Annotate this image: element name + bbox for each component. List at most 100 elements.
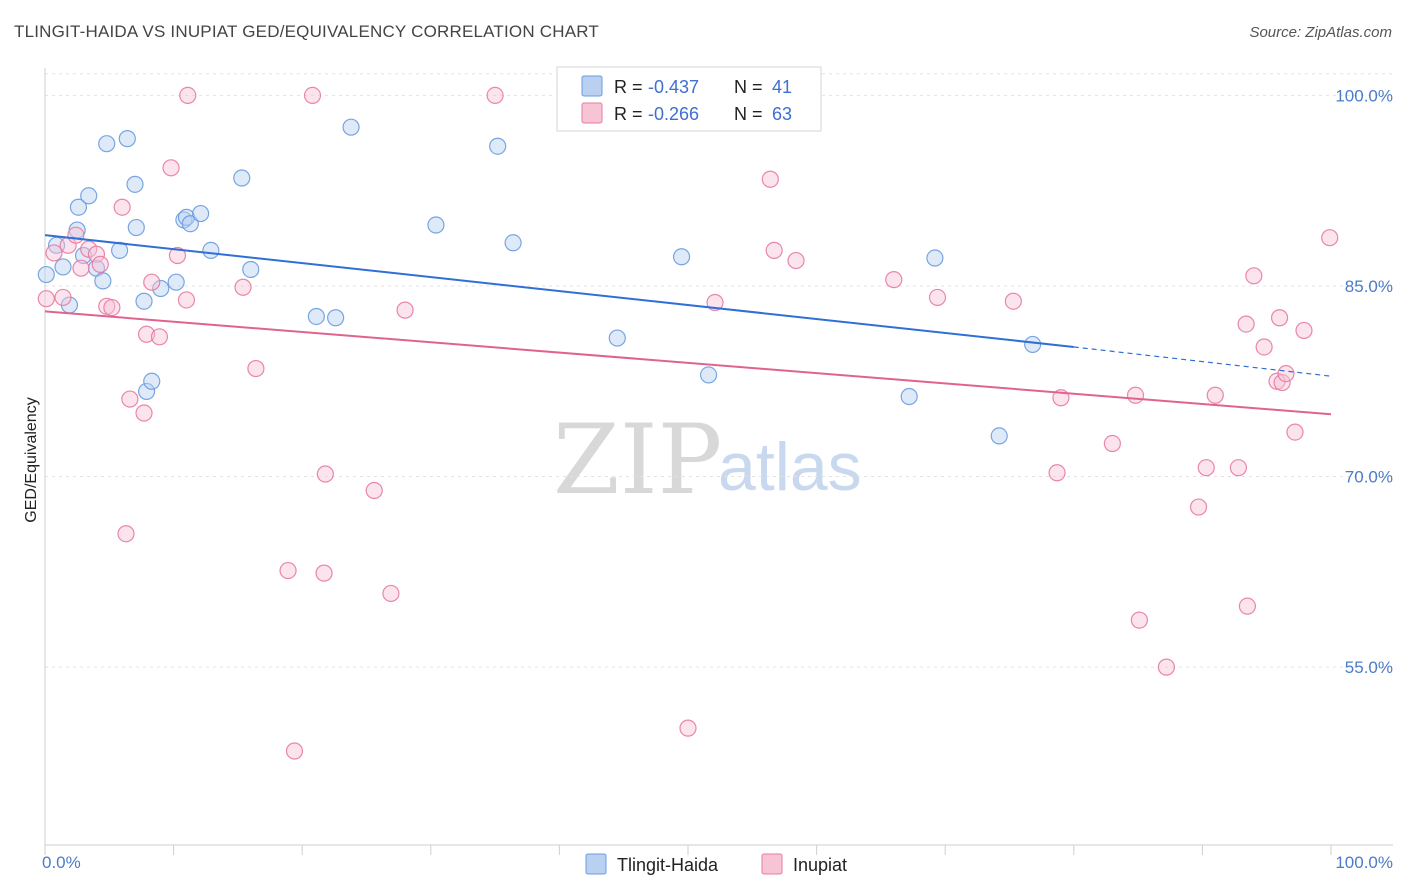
- inupiat-point: [113, 198, 131, 216]
- inupiat-point: [1130, 611, 1148, 629]
- tlingit-haida-point: [327, 309, 345, 327]
- inupiat-point: [1238, 597, 1257, 615]
- inupiat-point: [117, 525, 135, 543]
- inupiat-point: [103, 298, 121, 317]
- tlingit-haida-point: [489, 137, 507, 155]
- data-points: [37, 86, 1339, 760]
- tlingit-haida-trend-line: [44, 234, 1074, 348]
- inupiat-point: [787, 251, 805, 270]
- inupiat-point: [1295, 321, 1313, 340]
- inupiat-point: [679, 719, 697, 737]
- legend-n-label-2: N =: [734, 104, 763, 124]
- series-legend-swatch-inupiat: [761, 853, 783, 875]
- inupiat-point: [162, 159, 180, 177]
- y-tick-label: 100.0%: [1335, 86, 1393, 105]
- tlingit-haida-point: [1024, 335, 1042, 354]
- tlingit-haida-trend-line-extension: [1073, 346, 1332, 377]
- inupiat-point: [761, 170, 779, 188]
- inupiat-point: [706, 293, 724, 312]
- tlingit-haida-point: [699, 366, 718, 384]
- y-tick-label: 55.0%: [1345, 658, 1393, 677]
- series-legend-label-inupiat: Inupiat: [793, 855, 847, 875]
- inupiat-point: [1270, 309, 1289, 327]
- tlingit-haida-point: [94, 272, 112, 290]
- legend-r-label-2: R =: [614, 104, 643, 124]
- tlingit-haida-point: [98, 135, 116, 153]
- inupiat-point: [177, 291, 196, 309]
- inupiat-point: [234, 278, 252, 296]
- inupiat-point: [1189, 498, 1208, 516]
- watermark-zip: ZIP: [553, 404, 722, 516]
- legend-swatch-tlingit-haida: [581, 75, 603, 97]
- series-legend-swatch-tlingit-haida: [585, 853, 607, 875]
- inupiat-point: [1255, 338, 1273, 356]
- tlingit-haida-point: [69, 198, 88, 216]
- y-tick-label: 85.0%: [1345, 277, 1393, 296]
- inupiat-point: [179, 86, 197, 105]
- inupiat-point: [382, 584, 400, 603]
- tlingit-haida-point: [233, 169, 251, 187]
- tlingit-haida-point: [608, 329, 626, 347]
- inupiat-point: [143, 273, 161, 291]
- tlingit-haida-point: [990, 427, 1008, 445]
- series-legend-label-tlingit-haida: Tlingit-Haida: [617, 855, 719, 875]
- series-legend: Tlingit-Haida Inupiat: [585, 853, 847, 875]
- inupiat-point: [150, 328, 169, 346]
- y-tick-label: 70.0%: [1345, 468, 1393, 487]
- inupiat-point: [1245, 267, 1263, 285]
- legend-r-value-1: -0.437: [648, 77, 699, 97]
- inupiat-point: [1237, 315, 1255, 333]
- tlingit-haida-point: [143, 372, 161, 390]
- inupiat-point: [247, 359, 265, 378]
- watermark-atlas: atlas: [718, 429, 862, 505]
- tlingit-haida-point: [202, 241, 220, 260]
- inupiat-point: [137, 325, 156, 343]
- inupiat-trend-line: [44, 310, 1332, 416]
- inupiat-point: [1157, 658, 1175, 676]
- inupiat-point: [885, 271, 903, 289]
- tlingit-haida-point: [152, 279, 170, 298]
- tlingit-haida-point: [672, 248, 691, 266]
- inupiat-point: [279, 561, 297, 580]
- correlation-legend: R = -0.437 N = 41 R = -0.266 N = 63: [556, 66, 822, 132]
- inupiat-point: [365, 481, 383, 500]
- inupiat-point: [1004, 292, 1022, 310]
- legend-n-label-1: N =: [734, 77, 763, 97]
- tlingit-haida-point: [504, 234, 522, 252]
- inupiat-point: [1126, 386, 1145, 404]
- gridlines: [45, 73, 1393, 668]
- tlingit-haida-point: [118, 130, 136, 148]
- chart-title: TLINGIT-HAIDA VS INUPIAT GED/EQUIVALENCY…: [14, 22, 599, 41]
- inupiat-point: [121, 390, 139, 408]
- legend-swatch-inupiat: [581, 102, 603, 124]
- tlingit-haida-point: [900, 387, 918, 406]
- inupiat-point: [135, 404, 153, 422]
- legend-n-value-1: 41: [772, 77, 792, 97]
- inupiat-point: [67, 226, 85, 244]
- trend-lines: [44, 234, 1332, 416]
- legend-r-value-2: -0.266: [648, 104, 699, 124]
- legend-n-value-2: 63: [772, 104, 792, 124]
- inupiat-point: [765, 241, 783, 260]
- inupiat-point: [1103, 434, 1121, 453]
- tlingit-haida-point: [80, 187, 98, 205]
- y-axis-label: GED/Equivalency: [23, 397, 40, 522]
- tlingit-haida-point: [126, 175, 144, 193]
- inupiat-point: [316, 465, 334, 483]
- inupiat-point: [285, 742, 304, 760]
- tlingit-haida-point: [242, 260, 260, 279]
- inupiat-point: [1286, 423, 1304, 441]
- inupiat-point: [928, 288, 947, 307]
- legend-r-label-1: R =: [614, 77, 643, 97]
- tlingit-haida-point: [181, 215, 199, 233]
- inupiat-point: [486, 86, 504, 105]
- inupiat-point: [37, 290, 55, 308]
- tlingit-haida-point: [137, 382, 156, 401]
- axes: 100.0% 85.0% 70.0% 55.0%: [44, 68, 1393, 855]
- x-tick-label-min: 0.0%: [42, 853, 81, 872]
- tlingit-haida-point: [167, 273, 185, 291]
- tlingit-haida-point: [54, 258, 72, 276]
- inupiat-point: [91, 255, 109, 273]
- inupiat-point: [1229, 459, 1248, 477]
